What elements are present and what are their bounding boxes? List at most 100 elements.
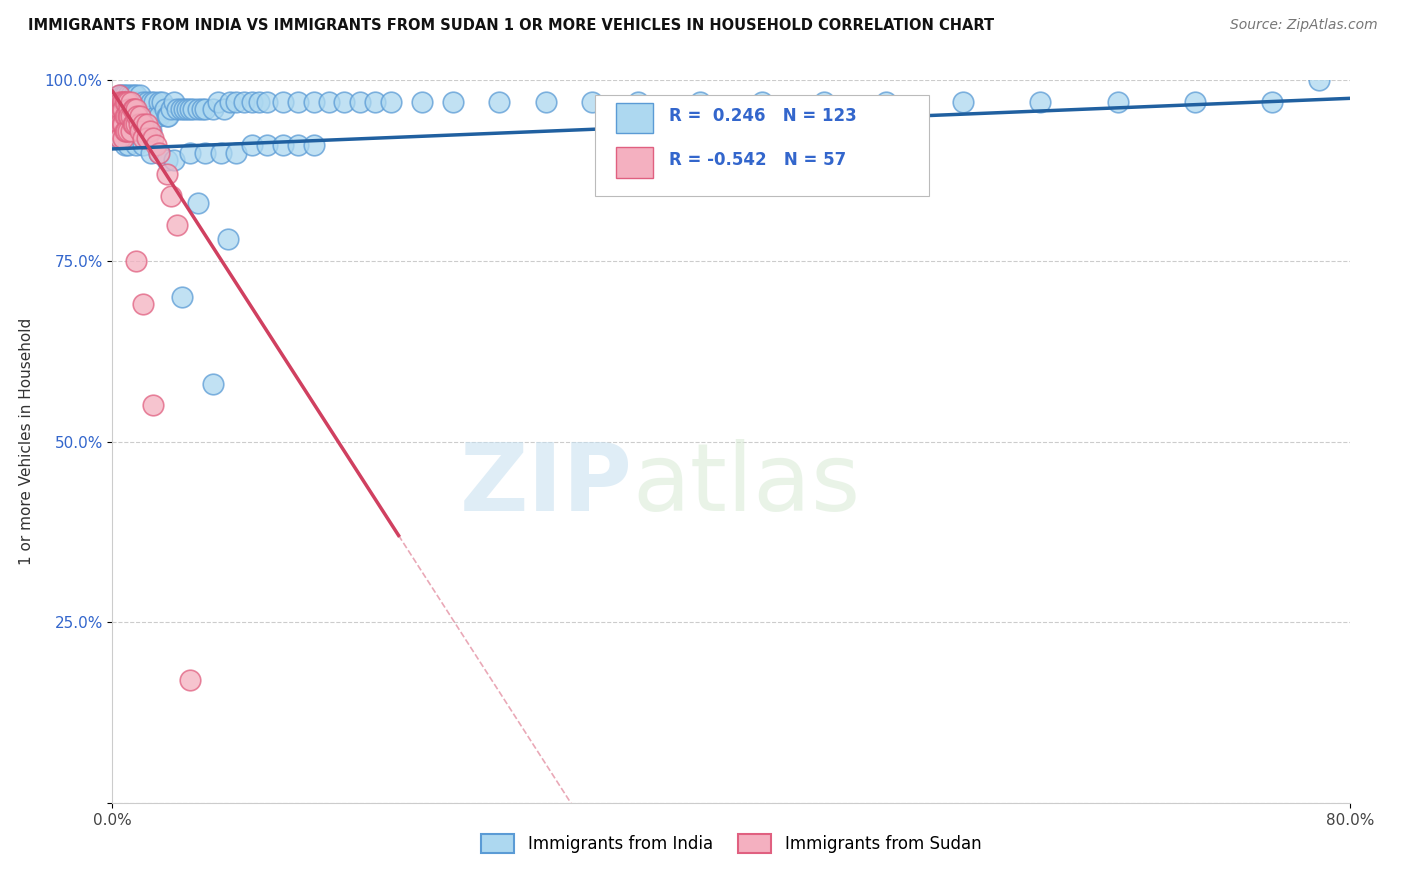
Point [132, 95, 155, 109]
Point [114, 124, 136, 138]
Point [240, 138, 263, 153]
Point [127, 110, 149, 124]
Point [240, 95, 263, 109]
Point [117, 124, 139, 138]
Point [1308, 73, 1330, 87]
Point [115, 124, 138, 138]
Point [118, 102, 141, 116]
Point [202, 102, 225, 116]
Legend: Immigrants from India, Immigrants from Sudan: Immigrants from India, Immigrants from S… [474, 827, 988, 860]
Point [110, 95, 132, 109]
Point [120, 110, 142, 124]
Point [155, 110, 177, 124]
Point [132, 124, 155, 138]
Point [129, 124, 152, 138]
Point [141, 145, 163, 160]
Point [122, 102, 145, 116]
Point [127, 110, 149, 124]
Point [129, 110, 152, 124]
Point [364, 95, 387, 109]
Point [233, 95, 256, 109]
Point [225, 95, 247, 109]
Point [117, 87, 139, 102]
Point [194, 102, 217, 116]
Point [129, 102, 152, 116]
Point [110, 117, 132, 131]
Point [120, 110, 142, 124]
Point [172, 290, 194, 304]
Point [115, 95, 138, 109]
Point [111, 124, 134, 138]
Point [153, 102, 176, 116]
Point [160, 102, 183, 116]
Point [111, 102, 134, 116]
Point [217, 232, 239, 246]
Point [179, 102, 201, 116]
Point [112, 117, 135, 131]
Point [122, 87, 145, 102]
Point [135, 95, 157, 109]
Point [118, 110, 141, 124]
Point [110, 131, 132, 145]
Point [141, 124, 163, 138]
Point [120, 124, 142, 138]
Point [121, 117, 143, 131]
Point [813, 95, 835, 109]
Point [148, 145, 170, 160]
Point [333, 95, 356, 109]
Point [157, 110, 180, 124]
Point [202, 376, 225, 391]
Point [166, 218, 188, 232]
Y-axis label: 1 or more Vehicles in Household: 1 or more Vehicles in Household [18, 318, 34, 566]
Point [117, 138, 139, 153]
Point [271, 138, 294, 153]
Point [122, 117, 145, 131]
Point [349, 95, 371, 109]
Point [112, 102, 135, 116]
Point [105, 102, 128, 116]
Point [135, 124, 157, 138]
Point [132, 297, 155, 311]
Point [124, 87, 148, 102]
Point [129, 117, 152, 131]
Point [287, 138, 309, 153]
Point [142, 131, 165, 145]
Point [148, 110, 170, 124]
Point [117, 95, 139, 109]
Point [141, 110, 163, 124]
Point [111, 117, 134, 131]
Point [107, 117, 129, 131]
Point [247, 95, 270, 109]
Point [143, 95, 166, 109]
Point [142, 398, 165, 412]
Point [105, 95, 128, 109]
Point [112, 131, 135, 145]
Point [112, 117, 135, 131]
Text: IMMIGRANTS FROM INDIA VS IMMIGRANTS FROM SUDAN 1 OR MORE VEHICLES IN HOUSEHOLD C: IMMIGRANTS FROM INDIA VS IMMIGRANTS FROM… [28, 18, 994, 33]
Point [122, 102, 145, 116]
Point [111, 95, 134, 109]
Point [287, 95, 309, 109]
Point [111, 110, 134, 124]
Point [124, 253, 148, 268]
Point [107, 110, 129, 124]
Point [112, 102, 135, 116]
Point [105, 95, 128, 109]
Point [219, 95, 242, 109]
Point [302, 95, 325, 109]
Point [117, 110, 139, 124]
Point [120, 124, 142, 138]
Point [155, 153, 177, 167]
Point [115, 110, 138, 124]
Point [107, 102, 129, 116]
Point [169, 102, 191, 116]
Point [179, 145, 201, 160]
Point [181, 102, 204, 116]
Point [145, 138, 167, 153]
Point [124, 138, 148, 153]
Point [117, 95, 139, 109]
Point [173, 102, 195, 116]
Text: Source: ZipAtlas.com: Source: ZipAtlas.com [1230, 18, 1378, 32]
Point [163, 153, 186, 167]
Point [114, 138, 136, 153]
